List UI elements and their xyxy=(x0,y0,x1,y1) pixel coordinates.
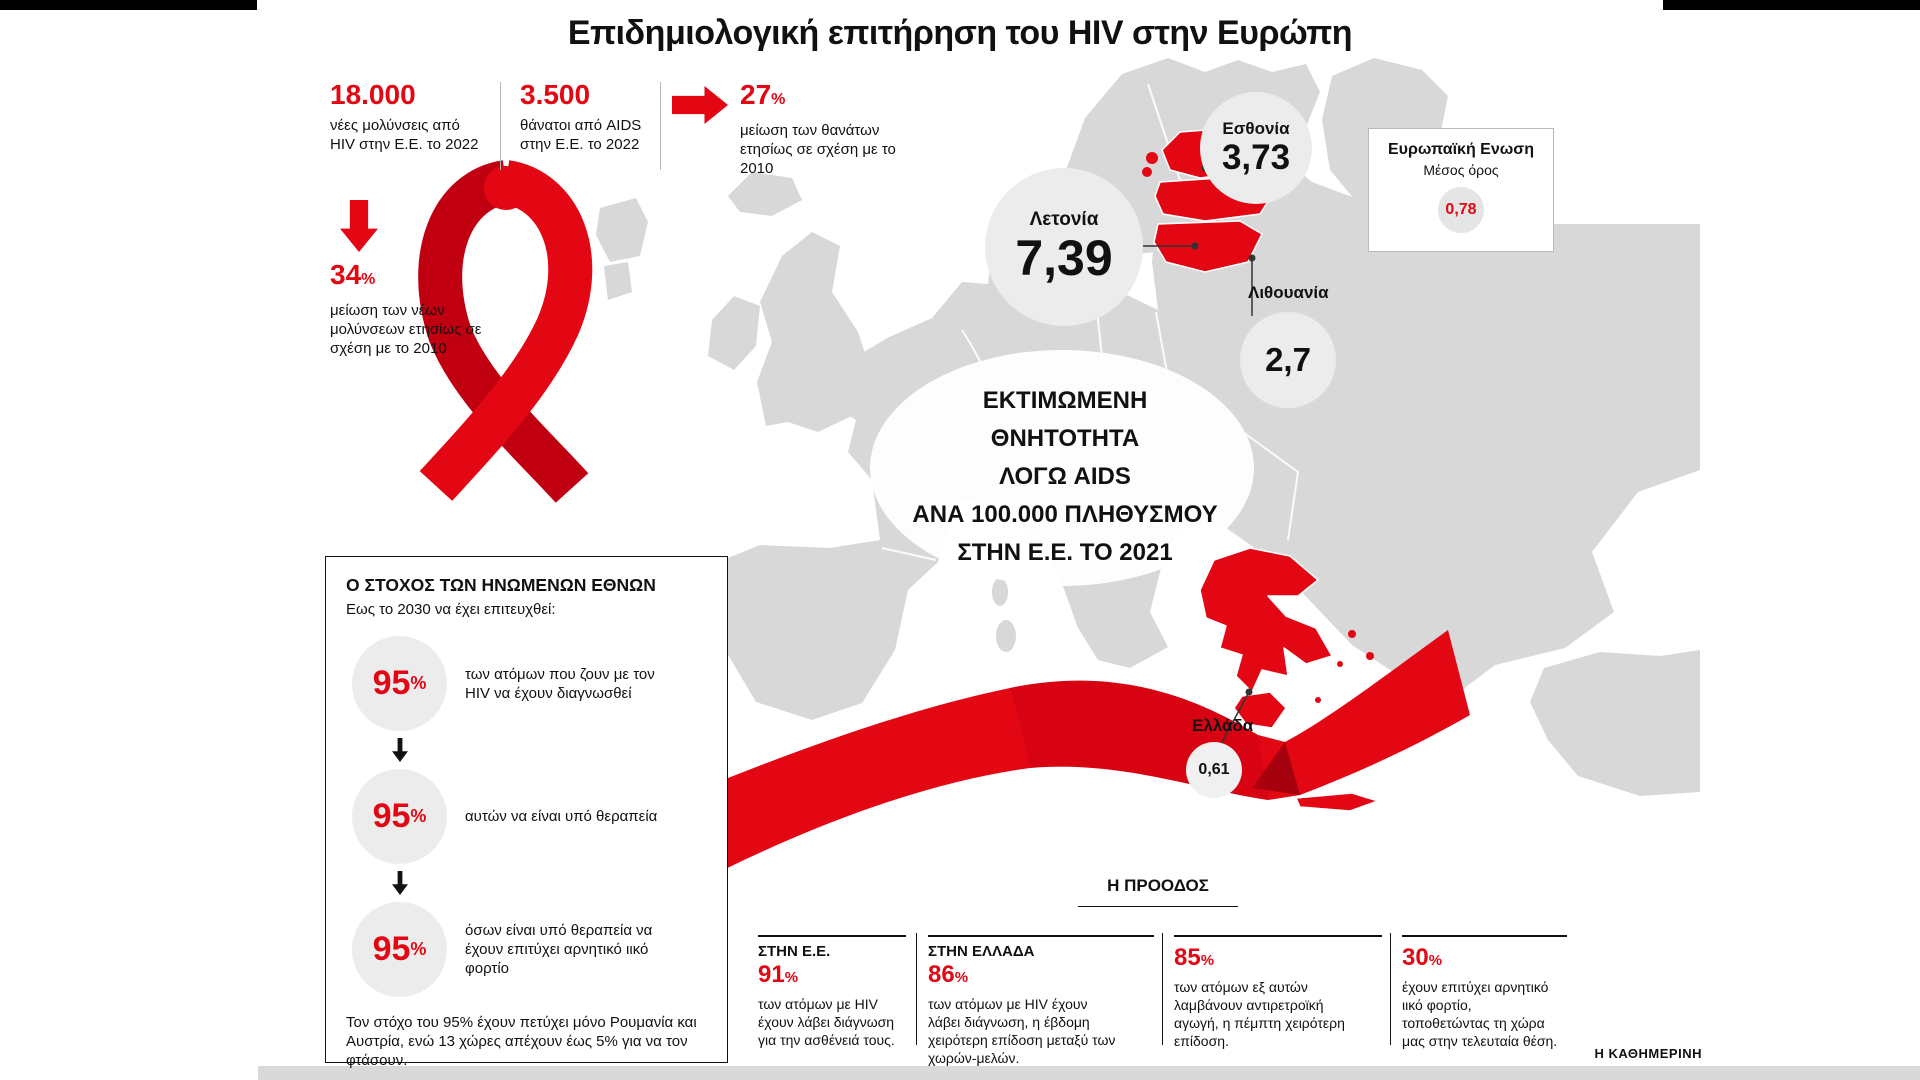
un-goal-title: Ο ΣΤΟΧΟΣ ΤΩΝ ΗΝΩΜΕΝΩΝ ΕΘΝΩΝ xyxy=(346,575,656,595)
country-greece xyxy=(1199,547,1333,693)
country-greece-peloponnese xyxy=(1233,691,1287,729)
step-value: 95 xyxy=(372,930,411,968)
stat-infections-value: 18.000 xyxy=(330,79,416,110)
uk-shape xyxy=(757,232,872,432)
arrow-down-icon xyxy=(392,871,408,895)
progress-text: των ατόμων με HIV έχουν λάβει διάγνωση, … xyxy=(928,996,1116,1066)
country-value: 7,39 xyxy=(1015,230,1113,286)
bottom-bar xyxy=(258,1066,1920,1080)
progress-value: 85 xyxy=(1174,944,1201,971)
stat-infections-drop: 34% μείωση των νέων μολύνσεων ετησίως σε… xyxy=(330,260,498,358)
stat-deaths-label: θάνατοι από AIDS στην Ε.Ε. το 2022 xyxy=(520,117,642,153)
progress-header: ΣΤΗΝ Ε.Ε. xyxy=(758,943,831,960)
country-value: 0,61 xyxy=(1198,761,1230,778)
ireland-shape xyxy=(708,296,760,370)
publisher-credit: Η ΚΑΘΗΜΕΡΙΝΗ xyxy=(1594,1046,1702,1061)
step-label: όσων είναι υπό θεραπεία να έχουν επιτύχε… xyxy=(465,922,653,977)
country-value: 3,73 xyxy=(1221,138,1291,177)
country-name: Εσθονία xyxy=(1222,119,1290,138)
country-greece-crete xyxy=(1295,792,1379,812)
percent-sign: % xyxy=(784,969,799,986)
progress-col-greece-1: ΣΤΗΝ ΕΛΛΑΔΑ 86% των ατόμων με HIV έχουν … xyxy=(928,935,1154,1067)
top-left-bar xyxy=(0,0,257,10)
stat-deaths-drop: 27% μείωση των θανάτων ετησίως σε σχέση … xyxy=(740,80,902,178)
progress-value: 91 xyxy=(758,961,785,988)
percent-sign: % xyxy=(410,673,427,693)
callout-lithuania: 2,7 xyxy=(1240,312,1336,408)
country-name: Λετονία xyxy=(1029,209,1099,230)
stat-infections-drop-label: μείωση των νέων μολύνσεων ετησίως σε σχέ… xyxy=(330,302,482,357)
stat-deaths-drop-value: 27 xyxy=(740,79,772,110)
step-value: 95 xyxy=(372,797,411,835)
progress-text: των ατόμων εξ αυτών λαμβάνουν αντιρετροϊ… xyxy=(1174,979,1345,1049)
percent-sign: % xyxy=(1428,952,1443,969)
un-goal-step: 95% αυτών να είναι υπό θεραπεία xyxy=(352,769,707,864)
percent-sign: % xyxy=(410,939,427,959)
country-name: Λιθουανία xyxy=(1248,283,1329,302)
progress-col-greece-3: 30% έχουν επιτύχει αρνητικό ιικό φορτίο,… xyxy=(1402,935,1567,1050)
step-circle: 95% xyxy=(352,636,447,731)
step-circle: 95% xyxy=(352,902,447,997)
progress-title: Η ΠΡΟΟΔΟΣ xyxy=(1078,876,1238,907)
country-name: Ελλάδα xyxy=(1192,716,1254,735)
step-circle: 95% xyxy=(352,769,447,864)
stat-deaths: 3.500 θάνατοι από AIDS στην Ε.Ε. το 2022 xyxy=(520,80,652,154)
un-goal-box: Ο ΣΤΟΧΟΣ ΤΩΝ ΗΝΩΜΕΝΩΝ ΕΘΝΩΝ Εως το 2030 … xyxy=(325,556,728,1069)
stat-divider xyxy=(500,82,501,170)
percent-sign: % xyxy=(361,271,376,288)
un-goal-subtitle: Εως το 2030 να έχει επιτευχθεί: xyxy=(346,601,556,618)
step-label: αυτών να είναι υπό θεραπεία xyxy=(465,808,658,825)
percent-sign: % xyxy=(1200,952,1215,969)
progress-divider xyxy=(1390,933,1391,1045)
progress-text: των ατόμων με HIV έχουν λάβει διάγνωση γ… xyxy=(758,996,895,1048)
step-value: 95 xyxy=(372,664,411,702)
percent-sign: % xyxy=(410,806,427,826)
eu-value-circle: 0,78 xyxy=(1438,187,1484,233)
stat-infections-label: νέες μολύνσεις από HIV στην Ε.Ε. το 2022 xyxy=(330,117,479,153)
stat-infections-drop-value: 34 xyxy=(330,259,362,290)
stat-infections: 18.000 νέες μολύνσεις από HIV στην Ε.Ε. … xyxy=(330,80,488,154)
stat-deaths-value: 3.500 xyxy=(520,79,591,110)
heading-backdrop xyxy=(870,350,1254,586)
eu-value: 0,78 xyxy=(1445,201,1477,218)
un-goal-step: 95% όσων είναι υπό θεραπεία να έχουν επι… xyxy=(352,902,707,997)
progress-col-eu: ΣΤΗΝ Ε.Ε. 91% των ατόμων με HIV έχουν λά… xyxy=(758,935,906,1049)
eu-box-subtitle: Μέσος όρος xyxy=(1423,162,1499,178)
progress-header: ΣΤΗΝ ΕΛΛΑΔΑ xyxy=(928,943,1035,960)
map-heading: ΕΚΤΙΜΩΜΕΝΗ ΘΝΗΤΟΤΗΤΑ ΛΟΓΩ AIDS ΑΝΑ 100.0… xyxy=(912,387,1218,566)
stat-deaths-drop-label: μείωση των θανάτων ετησίως σε σχέση με τ… xyxy=(740,122,896,177)
progress-divider xyxy=(1162,933,1163,1045)
awareness-ribbon-icon xyxy=(418,160,593,503)
country-value: 2,7 xyxy=(1265,341,1311,378)
top-right-bar xyxy=(1663,0,1920,10)
callout-estonia: Εσθονία 3,73 xyxy=(1200,92,1312,204)
progress-value: 30 xyxy=(1402,944,1429,971)
percent-sign: % xyxy=(954,969,969,986)
ribbon-banner-graphic xyxy=(600,630,1470,928)
callout-latvia: Λετονία 7,39 xyxy=(985,168,1143,326)
stat-divider xyxy=(660,82,661,170)
progress-col-greece-2: 85% των ατόμων εξ αυτών λαμβάνουν αντιρε… xyxy=(1174,935,1382,1050)
eu-average-box: Ευρωπαϊκή Ενωση Μέσος όρος 0,78 xyxy=(1368,128,1554,252)
arrow-down-icon xyxy=(392,738,408,762)
callout-greece: 0,61 xyxy=(1186,742,1242,798)
turkey-shape xyxy=(1530,650,1700,796)
page-title: Επιδημιολογική επιτήρηση του HIV στην Ευ… xyxy=(567,14,1353,52)
eu-box-title: Ευρωπαϊκή Ενωση xyxy=(1388,141,1534,158)
percent-sign: % xyxy=(771,91,786,108)
progress-text: έχουν επιτύχει αρνητικό ιικό φορτίο, τοπ… xyxy=(1402,979,1558,1049)
progress-value: 86 xyxy=(928,961,955,988)
progress-divider xyxy=(916,933,917,1045)
step-label: των ατόμων που ζουν με τον HIV να έχουν … xyxy=(465,665,655,702)
un-goal-footnote: Τον στόχο του 95% έχουν πετύχει μόνο Ρου… xyxy=(346,1014,697,1069)
un-goal-step: 95% των ατόμων που ζουν με τον HIV να έχ… xyxy=(352,636,707,731)
